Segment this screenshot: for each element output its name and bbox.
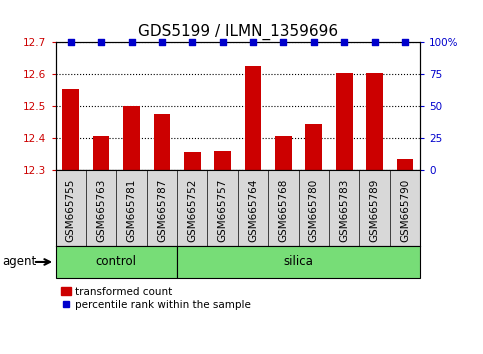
Bar [154, 114, 170, 170]
Point [401, 40, 409, 45]
Text: GSM665755: GSM665755 [66, 179, 76, 242]
Text: GSM665787: GSM665787 [157, 179, 167, 242]
Point [158, 40, 166, 45]
Bar [177, 246, 420, 278]
Bar [275, 137, 292, 170]
Bar [184, 153, 200, 170]
Text: GSM665768: GSM665768 [279, 179, 288, 242]
Bar [245, 66, 261, 170]
Bar [305, 124, 322, 170]
Bar [336, 73, 353, 170]
Point [371, 40, 379, 45]
Text: GSM665764: GSM665764 [248, 179, 258, 242]
Point [188, 40, 196, 45]
Bar [366, 73, 383, 170]
Bar [123, 106, 140, 170]
Bar [56, 246, 177, 278]
Text: GSM665789: GSM665789 [369, 179, 380, 242]
Text: GSM665783: GSM665783 [339, 179, 349, 242]
Point [341, 40, 348, 45]
Legend: transformed count, percentile rank within the sample: transformed count, percentile rank withi… [61, 287, 251, 310]
Text: agent: agent [2, 256, 37, 268]
Point [249, 40, 257, 45]
Text: GSM665763: GSM665763 [96, 179, 106, 242]
Text: GSM665752: GSM665752 [187, 179, 197, 242]
Bar [397, 159, 413, 170]
Point [310, 40, 318, 45]
Text: silica: silica [284, 256, 313, 268]
Point [128, 40, 135, 45]
Title: GDS5199 / ILMN_1359696: GDS5199 / ILMN_1359696 [138, 23, 338, 40]
Point [280, 40, 287, 45]
Point [97, 40, 105, 45]
Bar [93, 137, 110, 170]
Point [67, 40, 74, 45]
Text: control: control [96, 256, 137, 268]
Text: GSM665781: GSM665781 [127, 179, 137, 242]
Bar [62, 89, 79, 170]
Point [219, 40, 227, 45]
Text: GSM665757: GSM665757 [218, 179, 227, 242]
Bar [214, 151, 231, 170]
Text: GSM665780: GSM665780 [309, 179, 319, 242]
Text: GSM665790: GSM665790 [400, 179, 410, 242]
